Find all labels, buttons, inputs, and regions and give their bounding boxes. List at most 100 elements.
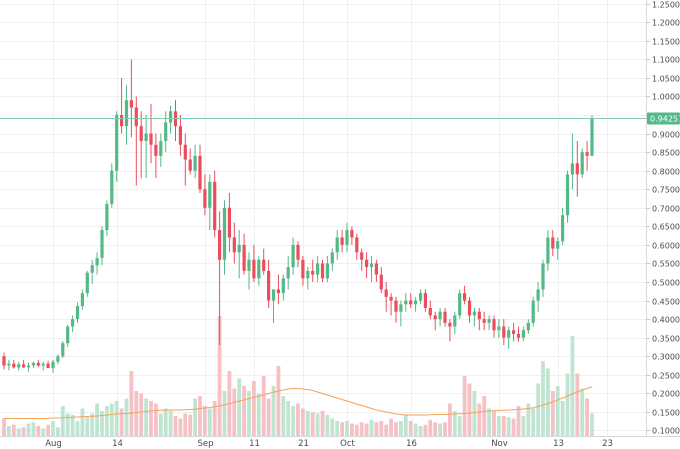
time-tick-label: 11: [249, 439, 260, 449]
volume-bar-up: [345, 421, 349, 436]
volume-bar-up: [531, 408, 536, 436]
candle-up: [286, 267, 290, 279]
candle-up: [26, 365, 31, 368]
time-axis[interactable]: Aug 14 Sep 11 21 Oct 16 Nov 13 23: [45, 439, 613, 449]
candle-down: [120, 115, 124, 127]
volume-bar-up: [286, 401, 291, 436]
candle-down: [232, 237, 236, 253]
volume-bar-up: [472, 391, 477, 436]
volume-bar-up: [114, 401, 119, 436]
volume-bar-up: [403, 414, 408, 436]
last-price-tag: 0.94257: [647, 112, 680, 125]
volume-bar-up: [565, 373, 570, 436]
volume-bar-up: [158, 413, 163, 436]
volume-bar-up: [90, 413, 95, 436]
price-tick-label: 1.10000: [652, 56, 680, 65]
volume-bar-up: [590, 413, 594, 436]
candle-up: [541, 263, 545, 290]
candle-up: [507, 330, 511, 338]
candle-up: [521, 330, 525, 338]
candle-down: [492, 319, 496, 331]
candle-up: [497, 326, 501, 331]
candle-up: [345, 230, 349, 245]
volume-bar-up: [256, 393, 261, 436]
candle-down: [227, 207, 231, 238]
candle-down: [252, 259, 256, 279]
last-price-label: 0.94257: [650, 115, 680, 124]
volume-bar-up: [315, 413, 320, 436]
candle-up: [565, 174, 570, 216]
volume-bar-up: [541, 361, 545, 436]
candle-up: [271, 289, 276, 301]
time-tick-label: Oct: [340, 439, 355, 449]
candle-down: [203, 189, 207, 208]
candle-up: [71, 319, 75, 327]
candle-up: [438, 311, 442, 320]
candle-down: [365, 259, 369, 268]
volume-bar-up: [80, 408, 85, 436]
volume-bar-down: [183, 413, 188, 436]
volume-bar-down: [198, 396, 202, 436]
candle-down: [340, 237, 344, 245]
candle-up: [90, 265, 94, 273]
volume-bar-up: [526, 403, 531, 436]
volume-bar-down: [359, 422, 364, 436]
volume-bar-down: [36, 426, 41, 436]
candle-up: [124, 100, 129, 127]
candle-up: [169, 111, 173, 123]
volume-bar-up: [438, 423, 442, 436]
volume-bar-down: [139, 393, 144, 436]
volume-bar-up: [105, 406, 109, 436]
volume-bar-down: [320, 411, 325, 436]
candle-down: [516, 333, 521, 338]
candle-down: [551, 237, 555, 249]
volume-bar-down: [433, 422, 438, 436]
time-tick-label: 13: [553, 439, 564, 449]
volume-bar-down: [301, 408, 305, 436]
candle-up: [404, 300, 408, 305]
volume-bar-up: [237, 378, 242, 436]
candle-down: [320, 263, 325, 279]
candle-up: [247, 259, 251, 271]
last-price-tag-background: [647, 112, 680, 125]
volume-moving-average-line: [4, 386, 593, 419]
volume-bar-up: [100, 411, 104, 436]
volume-bar-down: [46, 424, 50, 436]
candle-down: [296, 244, 300, 260]
volume-bar-down: [354, 424, 359, 436]
candle-down: [585, 152, 589, 156]
volume-bar-up: [418, 426, 423, 436]
candle-up: [325, 263, 329, 279]
candle-up: [56, 356, 60, 362]
volume-bar-down: [389, 418, 393, 436]
candle-down: [276, 289, 280, 294]
volume-bar-up: [305, 411, 310, 436]
volume-bar-up: [144, 398, 148, 436]
candle-up: [458, 293, 462, 316]
time-tick-label: 23: [602, 439, 613, 449]
volume-bar-down: [379, 421, 384, 436]
candle-down: [374, 263, 378, 275]
volume-bar-down: [350, 423, 354, 436]
candle-up: [237, 244, 241, 253]
volume-bar-up: [16, 428, 21, 436]
volume-bar-down: [585, 398, 589, 436]
volume-bar-down: [2, 418, 6, 436]
volume-bar-up: [247, 391, 251, 436]
volume-bar-down: [492, 411, 496, 436]
candle-down: [467, 300, 472, 316]
candle-up: [105, 204, 109, 231]
volume-bar-down: [575, 373, 580, 436]
candle-up: [453, 315, 457, 327]
candle-down: [36, 362, 40, 366]
candle-down: [311, 270, 315, 275]
volume-bar-up: [222, 391, 227, 436]
